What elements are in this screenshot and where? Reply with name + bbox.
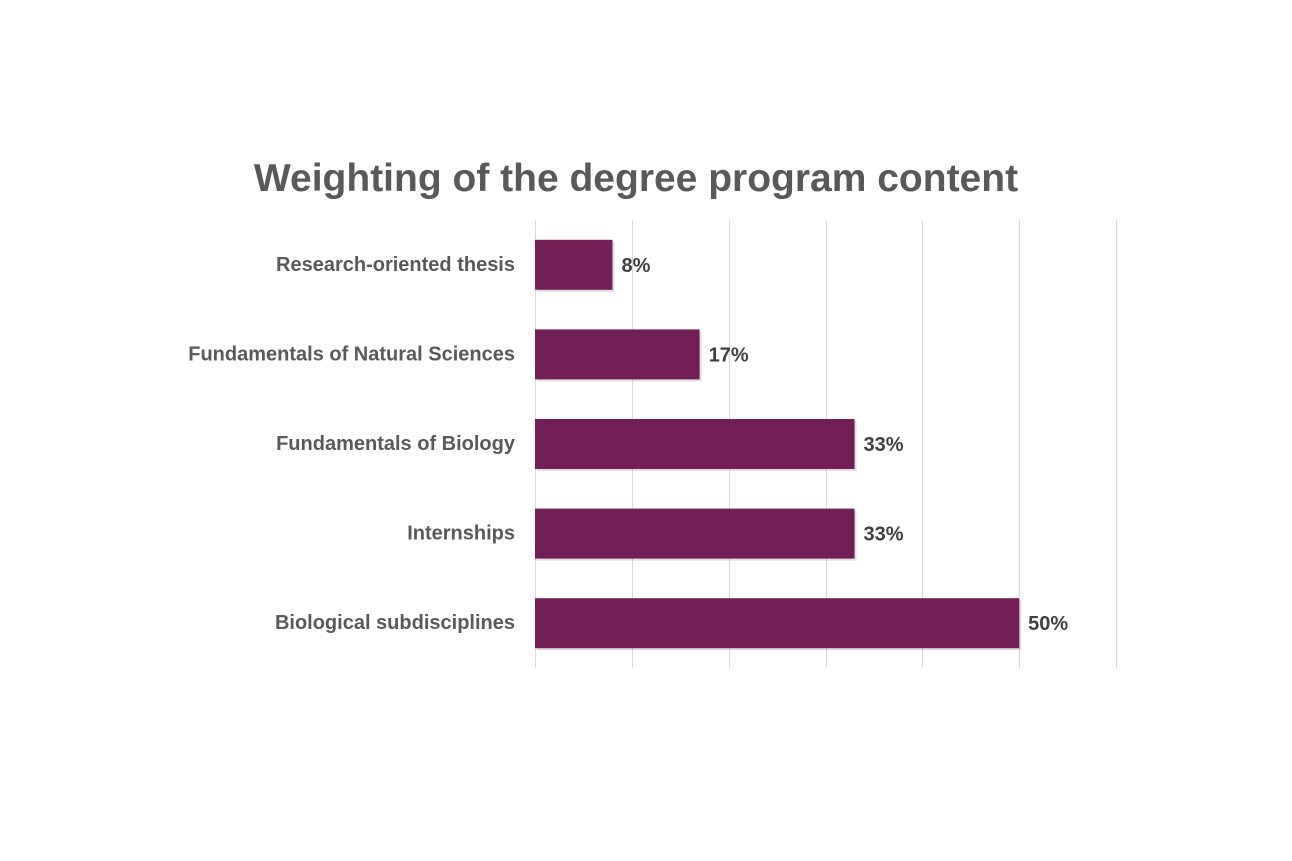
category-label: Research-oriented thesis (276, 254, 515, 276)
bar (535, 598, 1020, 649)
category-label: Fundamentals of Natural Sciences (188, 343, 515, 365)
bar (535, 419, 855, 469)
data-label: 33% (864, 524, 904, 546)
chart-title: Weighting of the degree program content (253, 157, 1019, 200)
data-label: 17% (709, 344, 749, 366)
data-label: 33% (864, 434, 904, 456)
bar (535, 508, 855, 559)
data-label: 8% (621, 255, 650, 277)
category-label: Internships (407, 523, 515, 545)
data-label: 50% (1028, 613, 1068, 635)
category-label: Biological subdisciplines (275, 612, 515, 634)
bar (535, 239, 613, 290)
bar (535, 329, 700, 380)
category-label: Fundamentals of Biology (276, 433, 516, 455)
